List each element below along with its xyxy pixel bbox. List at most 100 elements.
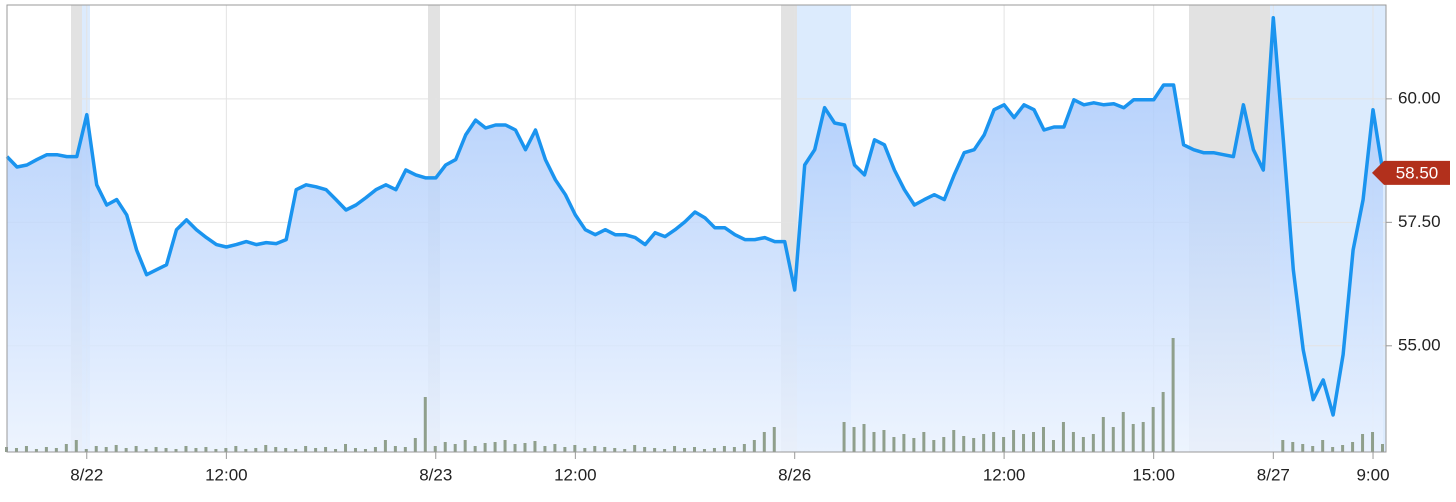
volume-bar: [693, 447, 696, 452]
volume-bar: [1311, 446, 1315, 452]
volume-bar: [294, 449, 298, 452]
volume-bar: [1361, 434, 1365, 452]
volume-bar: [992, 432, 996, 452]
volume-bar: [154, 447, 158, 452]
volume-bar: [623, 449, 627, 452]
volume-bar: [164, 448, 168, 452]
x-tick-label: 9:00: [1356, 465, 1389, 484]
volume-bar: [264, 445, 268, 452]
volume-bar: [64, 444, 68, 452]
volume-bar: [742, 444, 746, 452]
volume-bar: [972, 438, 976, 452]
volume-bar: [1131, 424, 1135, 452]
volume-bar: [1331, 447, 1335, 452]
volume-bar: [902, 434, 906, 452]
volume-bar: [563, 447, 567, 452]
volume-bar: [433, 446, 437, 452]
volume-bar: [1022, 434, 1026, 452]
volume-bar: [593, 446, 597, 452]
volume-bar: [583, 448, 587, 452]
volume-bar: [124, 448, 128, 452]
volume-bar: [772, 427, 776, 452]
volume-bar: [94, 446, 98, 452]
volume-bar: [1161, 392, 1165, 452]
x-tick-label: 8/22: [70, 465, 103, 484]
volume-bar: [383, 440, 387, 452]
volume-bar: [882, 430, 886, 452]
volume-bar: [702, 449, 706, 452]
volume-bar: [1091, 434, 1095, 452]
volume-bar: [643, 447, 647, 452]
last-price-tag: [1372, 160, 1450, 185]
volume-bar: [722, 446, 726, 452]
volume-bar: [1101, 417, 1105, 452]
volume-bar: [1032, 432, 1036, 452]
volume-bar: [852, 427, 856, 452]
volume-bar: [194, 448, 198, 452]
volume-bar: [304, 446, 308, 452]
plot-frame: [6, 4, 1387, 453]
volume-bar: [24, 446, 28, 452]
volume-bar: [513, 444, 517, 452]
volume-bar: [453, 444, 457, 452]
volume-bar: [174, 449, 178, 452]
volume-bar: [324, 447, 328, 452]
volume-bar: [613, 448, 617, 452]
volume-bar: [314, 448, 318, 452]
volume-bar: [1121, 412, 1125, 452]
volume-bar: [84, 449, 88, 452]
volume-bar: [344, 444, 348, 452]
volume-bar: [34, 449, 38, 452]
volume-bar: [483, 443, 487, 452]
price-area: [7, 17, 1383, 453]
volume-bar: [473, 446, 477, 452]
volume-bar: [842, 422, 846, 452]
volume-bar: [74, 440, 78, 452]
volume-bar: [423, 397, 427, 452]
x-tick-label: 8/27: [1257, 465, 1290, 484]
volume-bar: [762, 432, 766, 452]
volume-bar: [1371, 432, 1375, 452]
volume-bar: [443, 442, 447, 452]
volume-bar: [952, 430, 956, 452]
volume-bar: [134, 446, 138, 452]
volume-bar: [543, 446, 547, 452]
volume-bar: [14, 448, 18, 452]
volume-bar: [1061, 422, 1065, 452]
volume-bar: [224, 448, 228, 452]
volume-bar: [413, 438, 417, 452]
volume-bar: [373, 447, 377, 452]
volume-bar: [1012, 430, 1016, 452]
x-tick-label: 12:00: [205, 465, 248, 484]
volume-bar: [1281, 440, 1285, 452]
volume-bar: [184, 446, 188, 452]
volume-bar: [862, 424, 866, 452]
volume-bar: [982, 434, 986, 452]
volume-bar: [353, 448, 357, 452]
x-tick-label: 8/23: [419, 465, 452, 484]
volume-bar: [493, 442, 497, 452]
volume-bar: [393, 446, 397, 452]
volume-bar: [1071, 432, 1075, 452]
volume-bar: [1341, 445, 1345, 452]
volume-bar: [872, 432, 876, 452]
volume-bar: [603, 447, 607, 452]
volume-bar: [1111, 427, 1115, 452]
x-tick-label: 12:00: [983, 465, 1026, 484]
volume-bar: [573, 445, 577, 452]
volume-bar: [523, 443, 527, 452]
volume-bar: [503, 440, 507, 452]
volume-bar: [1151, 407, 1155, 452]
volume-bar: [1081, 437, 1085, 452]
volume-bar: [732, 447, 736, 452]
volume-bar: [44, 447, 48, 452]
volume-bar: [663, 449, 667, 452]
volume-bar: [1171, 338, 1175, 452]
volume-bar: [144, 449, 148, 452]
volume-bar: [673, 446, 677, 452]
volume-bar: [912, 438, 916, 452]
price-line: [5, 16, 1385, 417]
volume-bar: [204, 447, 208, 452]
volume-bar: [1351, 442, 1355, 452]
